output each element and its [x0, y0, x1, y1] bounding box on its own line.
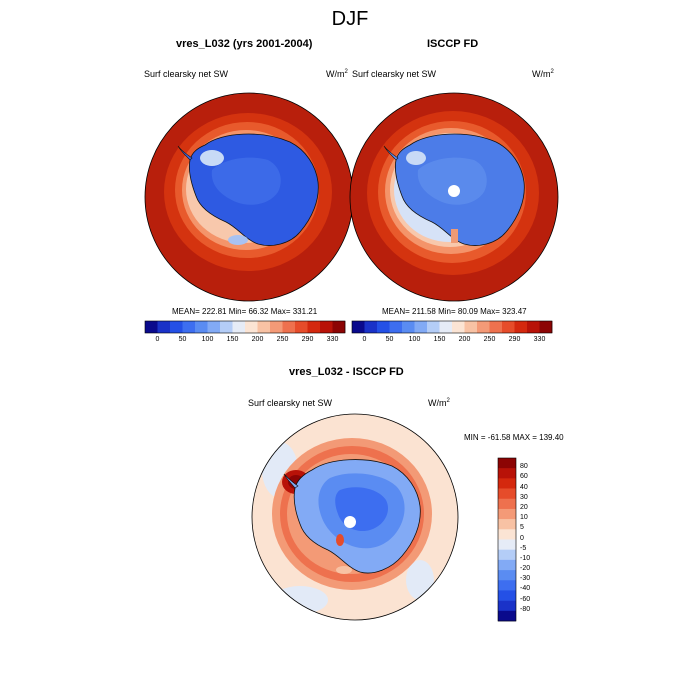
- panel1-stats: MEAN= 222.81 Min= 66.32 Max= 331.21: [172, 307, 318, 316]
- colorbar-swatch: [498, 519, 516, 530]
- panel3-variable-label: Surf clearsky net SW: [248, 398, 333, 408]
- colorbar-tick-label: 330: [533, 336, 546, 343]
- colorbar-swatch: [170, 321, 183, 333]
- colorbar-swatch: [477, 321, 490, 333]
- colorbar-swatch: [270, 321, 283, 333]
- colorbar-swatch: [498, 478, 516, 489]
- panel1-variable-label: Surf clearsky net SW: [144, 69, 229, 79]
- colorbar-tick-label: -20: [520, 565, 531, 573]
- panel1-colorbar: [144, 320, 346, 334]
- colorbar-tick-label: -40: [520, 585, 531, 593]
- colorbar-swatch: [464, 321, 478, 333]
- colorbar-swatch: [377, 321, 390, 333]
- colorbar-swatch: [498, 468, 516, 479]
- panel3-polar-map: [251, 413, 459, 621]
- colorbar-tick-label: 150: [226, 336, 239, 343]
- colorbar-swatch: [452, 321, 465, 333]
- colorbar-tick-label: 60: [520, 473, 528, 481]
- colorbar-tick-label: 200: [458, 336, 471, 343]
- colorbar-swatch: [498, 498, 516, 510]
- colorbar-swatch: [439, 321, 453, 333]
- colorbar-tick-label: 330: [326, 336, 339, 343]
- colorbar-tick-label: 100: [408, 336, 421, 343]
- panel1-polar-map: [144, 92, 354, 302]
- colorbar-tick-label: 50: [385, 336, 394, 343]
- colorbar-tick-label: 150: [433, 336, 446, 343]
- colorbar-swatch: [364, 321, 378, 333]
- colorbar-swatch: [498, 559, 516, 571]
- colorbar-swatch: [207, 321, 221, 333]
- colorbar-swatch: [498, 610, 516, 622]
- panel2-title: ISCCP FD: [427, 38, 479, 50]
- colorbar-tick-label: 0: [155, 336, 160, 343]
- colorbar-tick-label: -5: [520, 544, 527, 552]
- colorbar-swatch: [182, 321, 196, 333]
- colorbar-swatch: [498, 600, 516, 612]
- colorbar-swatch: [498, 539, 516, 550]
- colorbar-tick-label: 10: [520, 514, 528, 522]
- panel2-variable-label: Surf clearsky net SW: [352, 69, 437, 79]
- panel2-polar-map: [349, 92, 559, 302]
- colorbar-swatch: [498, 580, 516, 591]
- colorbar-swatch: [427, 321, 440, 333]
- colorbar-tick-label: 250: [276, 336, 289, 343]
- colorbar-tick-label: 40: [520, 483, 528, 491]
- colorbar-swatch: [332, 321, 346, 333]
- colorbar-swatch: [220, 321, 233, 333]
- colorbar-swatch: [539, 321, 553, 333]
- colorbar-tick-label: 30: [520, 493, 528, 501]
- colorbar-swatch: [514, 321, 528, 333]
- colorbar-tick-label: -60: [520, 595, 531, 603]
- colorbar-swatch: [307, 321, 321, 333]
- colorbar-swatch: [498, 488, 516, 500]
- colorbar-swatch: [414, 321, 428, 333]
- colorbar-tick-label: 80: [520, 463, 528, 471]
- colorbar-tick-label: 200: [251, 336, 264, 343]
- colorbar-swatch: [498, 508, 516, 520]
- figure-title: DJF: [331, 8, 369, 30]
- colorbar-swatch: [352, 321, 365, 333]
- colorbar-tick-label: 50: [178, 336, 187, 343]
- panel2-stats: MEAN= 211.58 Min= 80.09 Max= 323.47: [382, 307, 527, 316]
- colorbar-swatch: [527, 321, 540, 333]
- colorbar-swatch: [498, 590, 516, 601]
- colorbar-swatch: [498, 549, 516, 561]
- colorbar-tick-label: 100: [201, 336, 214, 343]
- panel2-colorbar: [351, 320, 553, 334]
- colorbar-swatch: [295, 321, 308, 333]
- colorbar-tick-label: 0: [520, 534, 524, 542]
- panel1-title: vres_L032 (yrs 2001-2004): [176, 38, 313, 50]
- colorbar-swatch: [489, 321, 503, 333]
- colorbar-swatch: [245, 321, 258, 333]
- colorbar-swatch: [257, 321, 271, 333]
- panel2-units: W/m2: [532, 69, 554, 79]
- panel3-minmax: MIN = -61.58 MAX = 139.40: [464, 433, 564, 442]
- colorbar-tick-label: 0: [362, 336, 367, 343]
- colorbar-swatch: [402, 321, 415, 333]
- colorbar-swatch: [282, 321, 296, 333]
- colorbar-swatch: [232, 321, 246, 333]
- colorbar-swatch: [498, 458, 516, 469]
- colorbar-swatch: [498, 570, 516, 581]
- colorbar-tick-label: 290: [301, 336, 314, 343]
- panel3-colorbar: [497, 457, 517, 622]
- colorbar-tick-label: -10: [520, 554, 531, 562]
- colorbar-swatch: [320, 321, 333, 333]
- colorbar-swatch: [389, 321, 403, 333]
- colorbar-tick-label: 5: [520, 524, 524, 532]
- panel3-units: W/m2: [428, 398, 450, 408]
- colorbar-tick-label: 290: [508, 336, 521, 343]
- colorbar-swatch: [195, 321, 208, 333]
- panel1-units: W/m2: [326, 69, 348, 79]
- colorbar-swatch: [498, 529, 516, 540]
- colorbar-tick-label: -80: [520, 605, 531, 613]
- colorbar-swatch: [502, 321, 515, 333]
- colorbar-tick-label: -30: [520, 575, 531, 583]
- colorbar-swatch: [145, 321, 158, 333]
- colorbar-swatch: [157, 321, 171, 333]
- panel3-title: vres_L032 - ISCCP FD: [289, 366, 404, 378]
- colorbar-tick-label: 20: [520, 503, 528, 511]
- colorbar-tick-label: 250: [483, 336, 496, 343]
